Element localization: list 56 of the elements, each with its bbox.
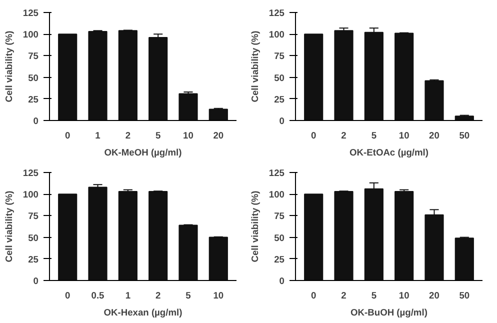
y-tick-label: 75 [274, 211, 285, 222]
y-tick-label: 125 [22, 168, 39, 178]
x-tick-label: 50 [459, 290, 470, 300]
x-tick-label: 2 [155, 290, 161, 300]
y-tick-label: 100 [268, 190, 285, 200]
x-tick-label: 10 [398, 130, 410, 140]
x-tick-label: 0 [65, 290, 70, 300]
y-tick-label: 75 [274, 51, 285, 62]
y-tick-label: 25 [28, 254, 39, 264]
x-axis-title: OK-BuOH (µg/ml) [350, 308, 428, 318]
x-tick-label: 10 [183, 130, 194, 140]
x-tick-label: 5 [186, 290, 191, 300]
x-tick-label: 0 [65, 130, 70, 140]
x-tick-label: 0 [311, 130, 316, 140]
x-tick-label: 0.5 [91, 290, 104, 300]
y-axis-title: Cell viability (%) [4, 30, 14, 102]
x-tick-label: 5 [371, 290, 377, 300]
y-axis-title: Cell viability (%) [250, 30, 260, 102]
y-tick-label: 100 [22, 190, 39, 200]
x-tick-label: 2 [125, 130, 131, 140]
y-tick-label: 75 [28, 51, 39, 62]
y-tick-label: 0 [33, 116, 39, 126]
y-tick-label: 125 [268, 8, 285, 18]
x-tick-label: 1 [95, 130, 100, 140]
y-tick-label: 125 [22, 8, 39, 18]
y-tick-label: 75 [28, 211, 39, 222]
y-tick-label: 50 [28, 72, 39, 83]
y-tick-label: 25 [274, 94, 285, 104]
x-tick-label: 20 [429, 130, 440, 140]
y-tick-label: 50 [28, 232, 39, 243]
x-tick-label: 10 [213, 290, 224, 300]
y-tick-label: 50 [274, 72, 285, 83]
x-axis-title: OK-Hexan (µg/ml) [104, 308, 182, 318]
y-axis-title: Cell viability (%) [4, 190, 14, 262]
y-tick-label: 0 [33, 276, 39, 286]
y-tick-label: 100 [268, 30, 285, 40]
x-axis-title: OK-EtOAc (µg/ml) [350, 148, 428, 158]
x-tick-label: 50 [459, 130, 470, 140]
x-tick-label: 5 [155, 130, 161, 140]
x-tick-label: 20 [429, 290, 440, 300]
y-tick-label: 25 [274, 254, 285, 264]
x-tick-label: 10 [398, 290, 410, 300]
x-tick-label: 0 [311, 290, 316, 300]
x-tick-label: 1 [125, 290, 131, 300]
y-tick-label: 100 [22, 30, 39, 40]
y-tick-label: 50 [274, 232, 285, 243]
x-tick-label: 5 [371, 130, 377, 140]
y-tick-label: 0 [279, 116, 285, 126]
x-tick-label: 20 [213, 130, 224, 140]
x-tick-label: 2 [341, 290, 346, 300]
y-axis-title: Cell viability (%) [250, 190, 260, 262]
y-tick-label: 0 [279, 276, 285, 286]
y-tick-label: 125 [268, 168, 285, 178]
x-axis-title: OK-MeOH (µg/ml) [104, 148, 182, 158]
x-tick-label: 2 [341, 130, 346, 140]
y-tick-label: 25 [28, 94, 39, 104]
